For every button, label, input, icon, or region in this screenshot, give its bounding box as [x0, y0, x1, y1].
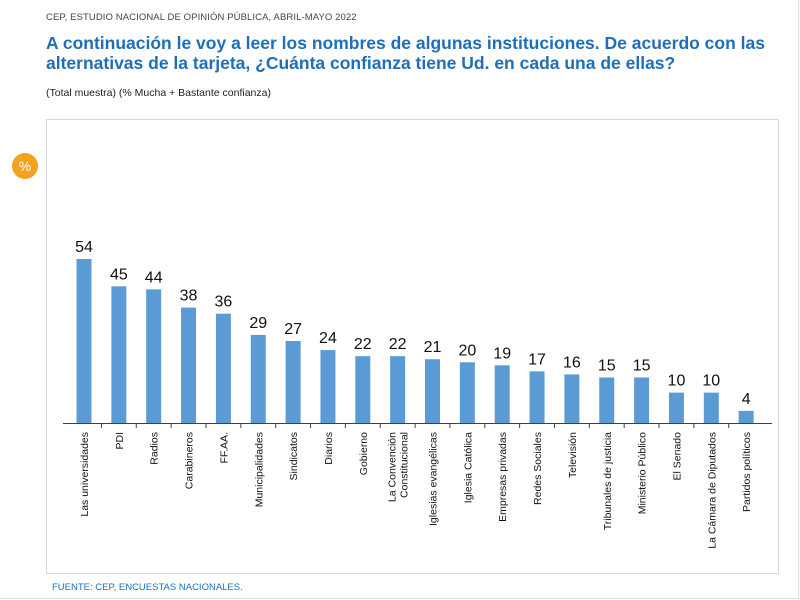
bar-10: [425, 359, 440, 423]
x-tick-label: Tribunales de justicia: [602, 432, 614, 530]
x-tick-label: La Convención: [387, 432, 399, 502]
bar-12: [494, 365, 510, 423]
data-label: 17: [528, 351, 546, 368]
chart-subtitle: (Total muestra) (% Mucha + Bastante conf…: [46, 87, 271, 99]
data-label: 24: [319, 330, 337, 347]
data-label: 20: [458, 342, 476, 359]
x-tick-label: Carabineros: [184, 432, 196, 489]
x-tick-label: Constitucional: [399, 432, 411, 498]
bar-14: [564, 374, 580, 423]
bar-11: [459, 362, 475, 423]
bar-9: [390, 356, 406, 423]
data-label: 45: [110, 266, 128, 283]
source-header: CEP, ESTUDIO NACIONAL DE OPINIÓN PÚBLICA…: [46, 12, 357, 23]
footer-source: FUENTE: CEP, ENCUESTAS NACIONALES.: [52, 582, 243, 593]
x-tick-label: FF.AA.: [218, 432, 230, 464]
data-label: 15: [598, 357, 616, 374]
page-title: A continuación le voy a leer los nombres…: [46, 33, 765, 73]
data-label: 16: [563, 354, 581, 371]
x-tick-label: Iglesias evangélicas: [428, 432, 440, 526]
bar-7: [320, 350, 336, 423]
bar-4: [215, 313, 231, 423]
x-tick-label: Redes Sociales: [532, 432, 544, 505]
bar-15: [599, 377, 615, 423]
x-tick-label: Iglesia Católica: [462, 432, 474, 503]
bar-3: [181, 307, 197, 423]
data-label: 19: [493, 345, 511, 362]
percent-icon: %: [12, 153, 38, 179]
x-tick-label: Sindicatos: [288, 432, 300, 480]
x-tick-label: Las universidades: [79, 432, 91, 517]
data-label: 22: [354, 336, 372, 353]
data-label: 10: [702, 373, 720, 390]
x-tick-label: Televisión: [567, 432, 579, 478]
data-label: 22: [389, 336, 407, 353]
x-tick-label: PDI: [114, 432, 126, 450]
x-tick-label: Municipalidades: [253, 432, 265, 507]
bar-18: [703, 392, 719, 423]
data-label: 29: [249, 315, 267, 332]
bar-1: [111, 286, 127, 423]
data-label: 54: [75, 239, 93, 256]
bar-5: [250, 334, 266, 423]
bar-6: [285, 341, 301, 423]
bar-chart: 54 Las universidades 45 PDI 44 Radios 38 Carabi…: [63, 239, 772, 549]
bar-17: [668, 392, 684, 423]
bar-2: [146, 289, 162, 423]
x-tick-label: Ministerio Público: [637, 432, 649, 514]
data-label: 44: [145, 269, 163, 286]
bar-13: [529, 371, 545, 423]
data-label: 10: [668, 373, 686, 390]
data-label: 27: [284, 321, 302, 338]
x-tick-label: Radios: [149, 432, 161, 465]
data-label: 4: [742, 391, 751, 408]
data-label: 15: [633, 357, 651, 374]
x-tick-label: La Cámara de Diputados: [706, 432, 718, 549]
data-label: 38: [180, 288, 198, 305]
bar-19: [738, 410, 754, 423]
x-tick-label: Diarios: [323, 432, 335, 465]
bar-16: [634, 377, 650, 423]
bar-0: [76, 259, 92, 423]
data-label: 36: [215, 294, 233, 311]
chart-panel: 54 Las universidades 45 PDI 44 Radios 38 Carabi…: [46, 119, 779, 574]
x-tick-label: Gobierno: [358, 432, 370, 475]
x-tick-label: Empresas privadas: [497, 432, 509, 522]
data-label: 21: [424, 339, 442, 356]
x-tick-label: El Senado: [671, 432, 683, 481]
bar-8: [355, 356, 371, 423]
x-tick-label: Partidos políticos: [741, 432, 753, 512]
